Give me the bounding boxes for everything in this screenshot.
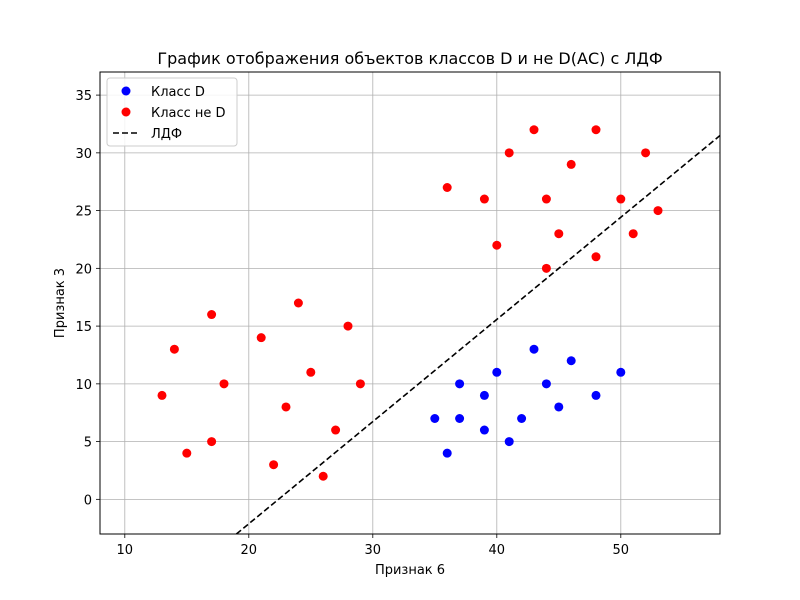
data-point xyxy=(355,379,365,389)
data-point xyxy=(455,379,465,389)
legend-label: Класс D xyxy=(151,85,205,100)
data-point xyxy=(430,414,440,423)
data-point xyxy=(541,263,551,273)
data-point xyxy=(442,448,452,458)
data-point xyxy=(343,321,353,331)
data-point xyxy=(591,252,601,262)
data-point xyxy=(207,437,217,447)
grid xyxy=(100,72,720,534)
data-point xyxy=(479,194,489,204)
data-point xyxy=(517,414,527,423)
y-tick-label: 35 xyxy=(75,89,92,104)
legend-label: Класс не D xyxy=(151,106,226,121)
legend-marker-swatch xyxy=(121,107,131,117)
legend-box xyxy=(106,77,238,147)
data-point xyxy=(479,390,489,400)
data-point xyxy=(442,183,452,192)
data-point xyxy=(492,367,502,377)
data-point xyxy=(541,379,551,389)
data-point xyxy=(256,333,266,343)
data-point xyxy=(529,125,539,135)
data-point xyxy=(554,229,564,239)
series-1 xyxy=(430,344,626,458)
ldf-line xyxy=(235,134,720,534)
x-tick-label: 30 xyxy=(365,543,382,558)
y-tick-label: 5 xyxy=(84,436,92,451)
x-tick-label: 40 xyxy=(489,543,506,558)
data-point xyxy=(318,471,328,481)
data-point xyxy=(219,379,229,389)
data-point xyxy=(616,367,626,377)
legend-marker-swatch xyxy=(121,86,131,96)
data-point xyxy=(616,194,626,204)
data-point xyxy=(492,240,502,250)
y-axis-label: Признак 3 xyxy=(53,268,68,338)
legend-label: ЛДФ xyxy=(151,127,182,142)
data-point xyxy=(566,159,576,169)
data-point xyxy=(455,414,465,423)
axes-frame xyxy=(99,71,721,535)
data-point xyxy=(653,206,663,216)
plot-area xyxy=(157,125,720,534)
data-point xyxy=(504,437,514,447)
y-tick-label: 20 xyxy=(75,262,92,277)
data-point xyxy=(306,367,316,377)
chart-title: График отображения объектов классов D и … xyxy=(157,49,662,68)
y-tick-label: 0 xyxy=(84,493,92,508)
data-point xyxy=(566,356,576,366)
y-tick-label: 25 xyxy=(75,205,92,220)
data-point xyxy=(269,460,279,470)
data-point xyxy=(591,390,601,400)
data-point xyxy=(554,402,564,412)
axis-ticks: 10 20 30 40 50 0 5 10 15 20 25 30 35 xyxy=(75,89,629,558)
data-point xyxy=(541,194,551,204)
data-point xyxy=(504,148,514,158)
legend: Класс D Класс не D ЛДФ xyxy=(106,77,238,147)
x-axis-label: Признак 6 xyxy=(375,563,445,578)
data-point xyxy=(331,425,341,435)
data-point xyxy=(479,425,489,435)
data-point xyxy=(293,298,303,308)
x-tick-label: 50 xyxy=(613,543,630,558)
data-point xyxy=(591,125,601,135)
y-tick-label: 10 xyxy=(75,378,92,393)
data-point xyxy=(529,344,539,354)
x-tick-label: 10 xyxy=(117,543,134,558)
data-point xyxy=(281,402,291,412)
data-point xyxy=(157,390,167,400)
x-tick-label: 20 xyxy=(241,543,258,558)
y-tick-label: 30 xyxy=(75,147,92,162)
data-point xyxy=(169,344,179,354)
data-point xyxy=(628,229,638,239)
y-tick-label: 15 xyxy=(75,320,92,335)
series-2 xyxy=(157,125,663,481)
data-point xyxy=(182,448,192,458)
data-point xyxy=(641,148,651,158)
data-point xyxy=(207,310,217,320)
